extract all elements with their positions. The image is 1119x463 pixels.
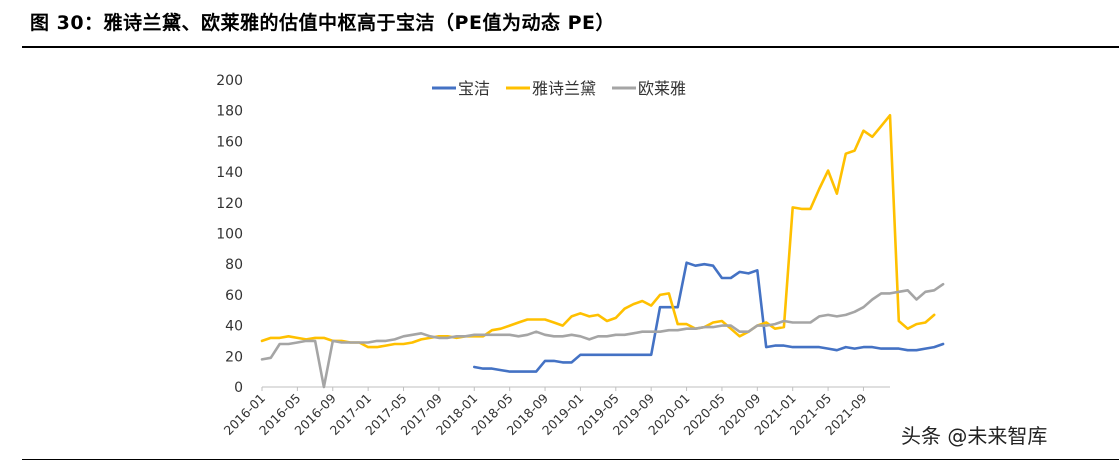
series-line: [260, 114, 936, 349]
series-line: [260, 282, 945, 389]
footer-rule: [22, 459, 1119, 460]
y-tick-label: 20: [225, 349, 243, 365]
y-tick-label: 200: [216, 73, 243, 89]
y-tick-label: 40: [225, 319, 243, 335]
y-tick-label: 80: [225, 257, 243, 273]
series-line: [472, 261, 945, 373]
x-axis: 2016-012016-052016-092017-012017-052017-…: [221, 386, 890, 438]
legend-label: 宝洁: [458, 79, 490, 98]
y-tick-label: 140: [216, 165, 243, 181]
series-layer: [260, 114, 945, 389]
y-axis: 0 20 40 60 80 100 120 140 160 180 200: [216, 73, 243, 396]
legend: 宝洁 雅诗兰黛 欧莱雅: [432, 79, 686, 98]
watermark: 头条 @未来智库: [901, 424, 1048, 448]
figure-title: 图 30：雅诗兰黛、欧莱雅的估值中枢高于宝洁（PE值为动态 PE）: [30, 12, 615, 34]
y-tick-label: 180: [216, 104, 243, 120]
legend-label: 欧莱雅: [638, 79, 686, 98]
y-tick-label: 0: [234, 380, 243, 396]
y-tick-label: 120: [216, 196, 243, 212]
y-tick-label: 60: [225, 288, 243, 304]
legend-label: 雅诗兰黛: [532, 79, 596, 98]
y-tick-label: 100: [216, 227, 243, 243]
y-tick-label: 160: [216, 134, 243, 150]
header-rule: [22, 46, 1119, 48]
